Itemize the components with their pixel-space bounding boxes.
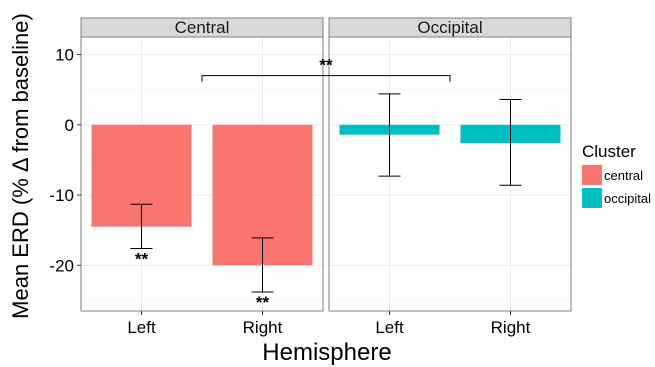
legend-swatch-occipital [582,188,602,208]
facet-strip [328,17,572,38]
facet-panel-1: Occipital [328,17,572,312]
x-tick-label: Left [127,318,156,337]
x-tick-label: Right [243,318,283,337]
facet-strip [80,17,324,38]
significance-marker: ** [135,249,149,268]
facet-panels: Central ** ** Occipital [80,17,572,312]
x-tick-label: Right [491,318,531,337]
legend-label-occipital: occipital [604,191,651,206]
legend-swatch-central [582,165,602,185]
y-tick-label: 0 [65,116,74,135]
significance-marker: ** [256,293,270,312]
comparison-bracket-group: ** [201,56,451,82]
x-tick-label: Left [375,318,404,337]
comparison-significance: ** [319,56,333,75]
x-axis-title: Hemisphere [262,339,391,366]
facet-panel-0: Central ** ** [80,17,324,312]
comparison-bracket [201,75,451,82]
y-tick-label: -10 [49,186,74,205]
legend: Cluster central occipital [582,142,651,208]
legend-label-central: central [604,168,643,183]
y-axis-title: Mean ERD (% Δ from baseline) [8,13,33,319]
facet-strip-label: Occipital [417,18,482,37]
y-tick-label: -20 [49,256,74,275]
y-axis: 10 0 -10 -20 [49,46,81,275]
y-tick-label: 10 [55,46,74,65]
x-axis: Left Right Left Right [127,311,531,337]
legend-title: Cluster [582,142,636,161]
facet-strip-label: Central [175,18,230,37]
